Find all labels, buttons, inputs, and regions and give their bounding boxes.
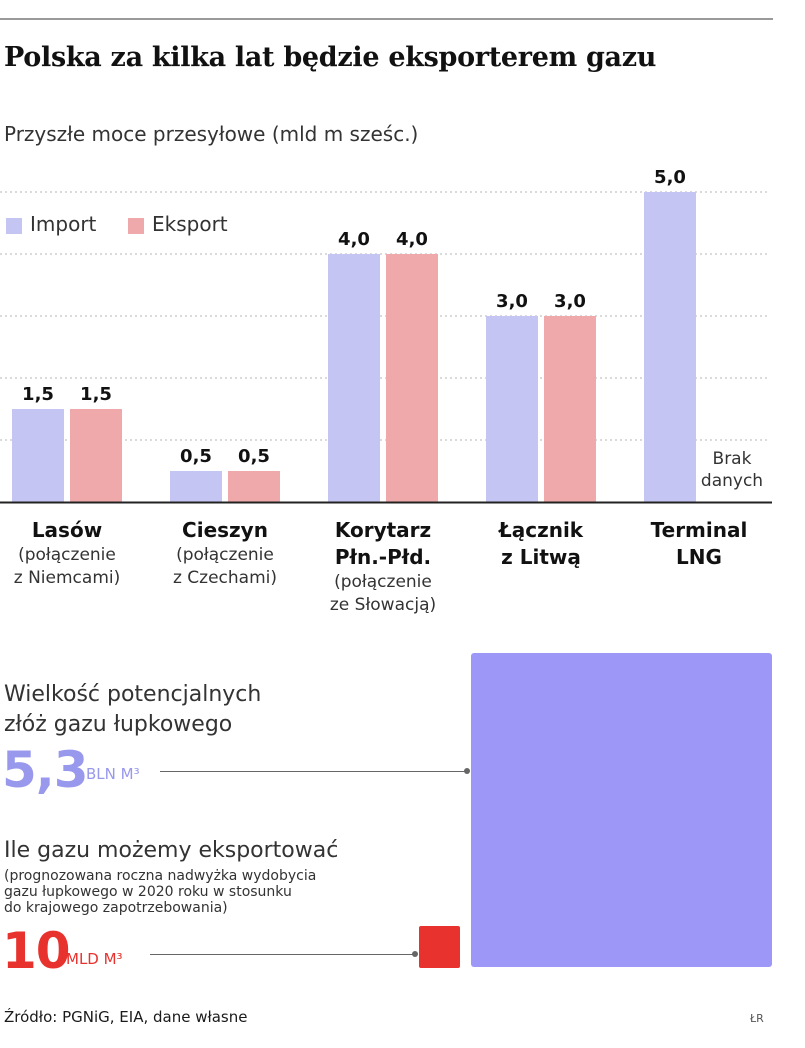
source-note: Źródło: PGNiG, EIA, dane własne [4,1008,248,1026]
export-note-line3: do krajowego zapotrzebowania) [4,900,228,916]
legend-label-import: Import [30,212,97,236]
shale-label: Wielkość potencjalnych złóż gazu łupkowe… [4,680,261,740]
legend-label-eksport: Eksport [152,212,228,236]
category-label-0: Lasów (połączenie z Niemcami) [0,517,142,590]
value-label: 0,5 [238,446,270,467]
category-name: Korytarz [334,518,432,542]
shale-connector-dot [464,768,470,774]
value-label: 4,0 [396,229,428,250]
shale-unit: BLN M³ [86,765,140,783]
export-connector-dot [412,951,418,957]
top-rule [0,18,773,20]
bar-import-0 [12,409,64,502]
category-name: z Litwą [501,545,581,569]
category-name: Lasów [31,518,103,542]
bar-eksport-3 [544,316,596,502]
category-subtitle: z Czechami) [172,568,278,588]
category-subtitle: ze Słowacją) [329,595,437,615]
export-note: (prognozowana roczna nadwyżka wydobycia … [4,868,316,916]
author-credit: ŁR [750,1012,764,1025]
export-value: 10 [2,922,71,980]
no-data-line: danych [700,471,764,491]
category-subtitle: (połączenie [176,545,274,565]
bar-import-2 [328,254,380,502]
shale-value: 5,3 [2,741,89,799]
bar-eksport-2 [386,254,438,502]
category-name: Płn.-Płd. [334,545,432,569]
category-label-2: Korytarz Płn.-Płd. (połączenie ze Słowacją) [308,517,458,617]
category-name: Terminal [650,518,748,542]
export-surplus-square [419,926,460,968]
chart-title: Polska za kilka lat będzie eksporterem g… [4,42,657,73]
no-data-note: Brak danych [698,448,766,492]
no-data-line: Brak [712,449,752,469]
bar-import-3 [486,316,538,502]
value-label: 0,5 [180,446,212,467]
value-label: 4,0 [338,229,370,250]
bar-eksport-1 [228,471,280,502]
value-label: 3,0 [496,291,528,312]
value-label: 1,5 [22,384,54,405]
export-note-line2: gazu łupkowego w 2020 roku w stosunku [4,884,292,900]
category-subtitle: (połączenie [18,545,116,565]
chart-subtitle: Przyszłe moce przesyłowe (mld m sześc.) [4,122,419,146]
export-label: Ile gazu możemy eksportować [4,838,339,863]
value-label: 3,0 [554,291,586,312]
legend-swatch-eksport [128,218,144,234]
bar-chart: 1,5 0,5 4,0 3,0 5,0 1,5 0,5 4,0 3,0 [0,167,772,504]
legend-swatch-import [6,218,22,234]
value-label: 5,0 [654,167,686,188]
bar-eksport-0 [70,409,122,502]
export-connector-line [150,954,414,955]
category-name: Cieszyn [182,518,268,542]
shale-label-line1: Wielkość potencjalnych [4,682,262,707]
bar-import-4 [644,192,696,502]
bar-import-1 [170,471,222,502]
category-name: LNG [676,545,722,569]
value-label: 1,5 [80,384,112,405]
category-subtitle: (połączenie [334,572,432,592]
shale-connector-line [160,771,466,772]
shale-reserve-square [471,653,772,967]
shale-label-line2: złóż gazu łupkowego [4,712,233,737]
category-label-1: Cieszyn (połączenie z Czechami) [150,517,300,590]
export-unit: MLD M³ [66,950,123,968]
category-label-4: Terminal LNG [624,517,774,571]
export-note-line1: (prognozowana roczna nadwyżka wydobycia [4,868,317,884]
category-subtitle: z Niemcami) [13,568,121,588]
category-label-3: Łącznik z Litwą [466,517,616,571]
category-name: Łącznik [498,518,584,542]
